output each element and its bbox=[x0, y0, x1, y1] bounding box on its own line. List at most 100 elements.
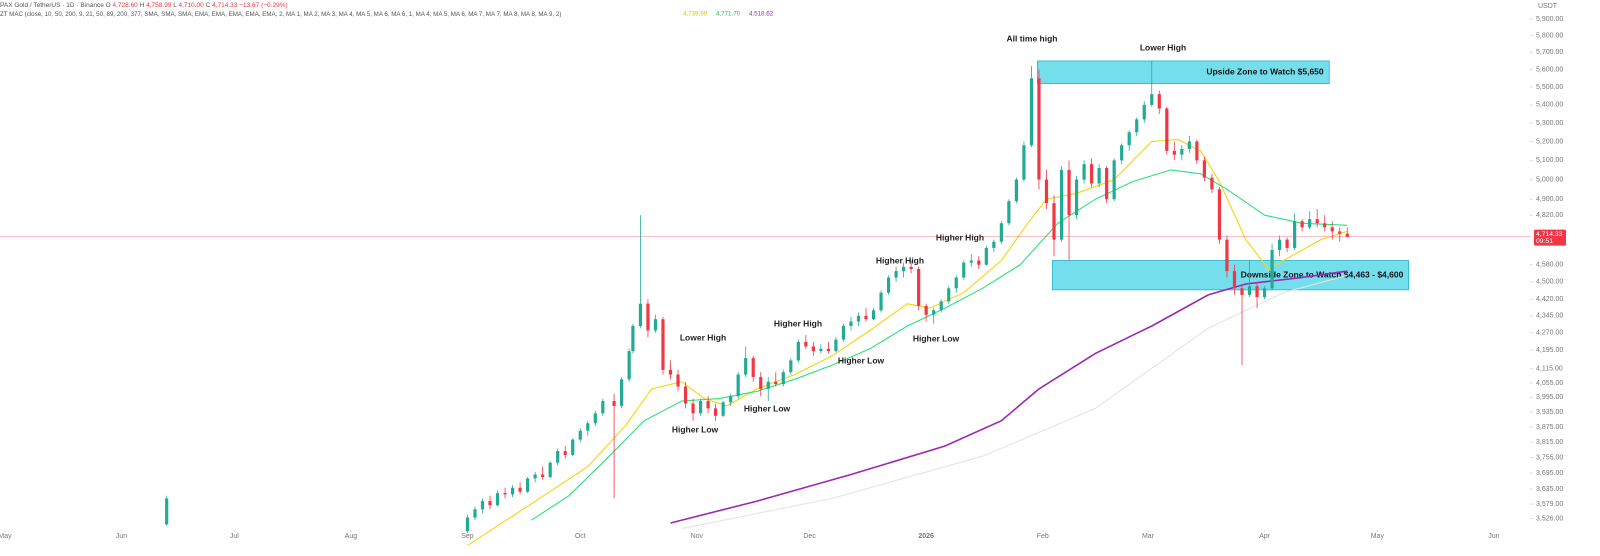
candle-body bbox=[1074, 179, 1079, 216]
candle-body bbox=[729, 396, 733, 403]
y-tick-label: 4,500.00 bbox=[1536, 279, 1563, 286]
candle-body bbox=[165, 498, 169, 525]
candle-body bbox=[1225, 239, 1229, 272]
x-tick-label: Jun bbox=[116, 533, 127, 540]
candle-body bbox=[1022, 145, 1026, 180]
y-tick-label: 3,526.00 bbox=[1536, 515, 1563, 522]
annotation: Lower High bbox=[680, 332, 726, 342]
y-tick-label: 4,900.00 bbox=[1536, 196, 1563, 203]
x-tick-label: 2026 bbox=[918, 533, 934, 540]
candle-body bbox=[627, 351, 631, 380]
candle-body bbox=[638, 303, 643, 326]
price-tag-countdown: 09:51 bbox=[1536, 238, 1553, 245]
candle-body bbox=[1262, 288, 1267, 298]
candle-body bbox=[826, 348, 831, 352]
x-tick-label: Feb bbox=[1037, 533, 1049, 540]
y-tick-label: 4,270.00 bbox=[1536, 330, 1563, 337]
candle-body bbox=[556, 451, 560, 463]
y-tick-label: 5,500.00 bbox=[1536, 84, 1563, 91]
candle-body bbox=[1247, 286, 1252, 295]
x-tick-label: Jun bbox=[1488, 533, 1499, 540]
candle-body bbox=[1240, 288, 1244, 295]
candle-body bbox=[947, 288, 951, 302]
candle-body bbox=[969, 260, 973, 263]
x-tick-label: May bbox=[1371, 533, 1385, 540]
candle-body bbox=[796, 341, 800, 361]
x-tick-label: Aug bbox=[345, 533, 358, 540]
candle-body bbox=[1090, 164, 1094, 184]
y-tick-label: 5,700.00 bbox=[1536, 49, 1563, 56]
candle-body bbox=[1180, 149, 1184, 155]
ohlc-key: C bbox=[206, 2, 211, 9]
candle-body bbox=[1157, 94, 1161, 109]
candle-body bbox=[736, 374, 740, 397]
candle-body bbox=[541, 474, 545, 478]
indicator-value: 4,518.62 bbox=[749, 11, 774, 18]
candle-body bbox=[661, 319, 665, 370]
candle-body bbox=[1277, 239, 1282, 251]
indicator-value: 4,739.99 bbox=[683, 11, 708, 18]
candle-body bbox=[856, 315, 861, 322]
candle-body bbox=[804, 341, 808, 347]
annotation: Higher Low bbox=[672, 424, 719, 434]
y-tick-label: 3,579.00 bbox=[1536, 501, 1563, 508]
candle-body bbox=[766, 381, 770, 389]
y-tick-label: 4,345.00 bbox=[1536, 313, 1563, 320]
price-tag bbox=[1534, 229, 1566, 246]
candle-body bbox=[1172, 150, 1176, 155]
candle-body bbox=[586, 423, 590, 431]
y-tick-label: 3,635.00 bbox=[1536, 486, 1563, 493]
candle-body bbox=[533, 474, 537, 479]
candle-body bbox=[819, 348, 823, 352]
x-tick-label: May bbox=[0, 533, 12, 540]
candle-body bbox=[871, 310, 876, 320]
candle-body bbox=[480, 501, 485, 510]
indicator-value: 4,771.70 bbox=[716, 11, 741, 18]
y-tick-label: 3,695.00 bbox=[1536, 470, 1563, 477]
candle-body bbox=[593, 413, 597, 424]
candle-body bbox=[1195, 141, 1199, 161]
y-tick-label: 4,820.00 bbox=[1536, 212, 1563, 219]
candle-body bbox=[488, 501, 492, 506]
candle-body bbox=[841, 325, 846, 340]
y-tick-label: 3,755.00 bbox=[1536, 454, 1563, 461]
candle-body bbox=[612, 401, 616, 406]
y-tick-label: 5,000.00 bbox=[1536, 176, 1563, 183]
y-tick-label: 5,400.00 bbox=[1536, 102, 1563, 109]
candle-body bbox=[706, 401, 710, 409]
candle-body bbox=[744, 358, 748, 375]
candle-body bbox=[1105, 167, 1109, 200]
candle-body bbox=[894, 271, 898, 278]
ohlc-value: 4,714.33 bbox=[212, 2, 238, 9]
candle-body bbox=[1014, 179, 1019, 202]
x-tick-label: Dec bbox=[803, 533, 816, 540]
candle-body bbox=[518, 487, 522, 492]
annotation: Higher Low bbox=[744, 403, 791, 413]
candle-body bbox=[1323, 223, 1327, 228]
annotation: Higher High bbox=[936, 232, 984, 242]
candle-body bbox=[879, 292, 883, 311]
candle-body bbox=[864, 315, 868, 320]
candle-body bbox=[548, 462, 552, 478]
candle-body bbox=[1187, 141, 1191, 150]
candle-body bbox=[759, 376, 763, 389]
annotation: Higher High bbox=[774, 318, 822, 328]
candle-body bbox=[1165, 108, 1169, 151]
candle-body bbox=[1270, 250, 1274, 289]
annotation: Higher Low bbox=[913, 333, 960, 343]
y-tick-label: 3,875.00 bbox=[1536, 424, 1563, 431]
y-tick-label: 3,995.00 bbox=[1536, 394, 1563, 401]
annotation: Higher Low bbox=[838, 355, 885, 365]
moving-average-line bbox=[467, 139, 1348, 546]
ohlc-key: L bbox=[173, 2, 177, 9]
candle-body bbox=[751, 358, 755, 377]
candle-body bbox=[939, 301, 943, 311]
candle-body bbox=[1127, 132, 1131, 146]
y-tick-label: 4,420.00 bbox=[1536, 296, 1563, 303]
candle-body bbox=[653, 319, 658, 331]
candle-body bbox=[999, 223, 1003, 242]
x-tick-label: Oct bbox=[575, 533, 586, 540]
candle-body bbox=[954, 277, 958, 289]
candle-body bbox=[1217, 189, 1222, 240]
